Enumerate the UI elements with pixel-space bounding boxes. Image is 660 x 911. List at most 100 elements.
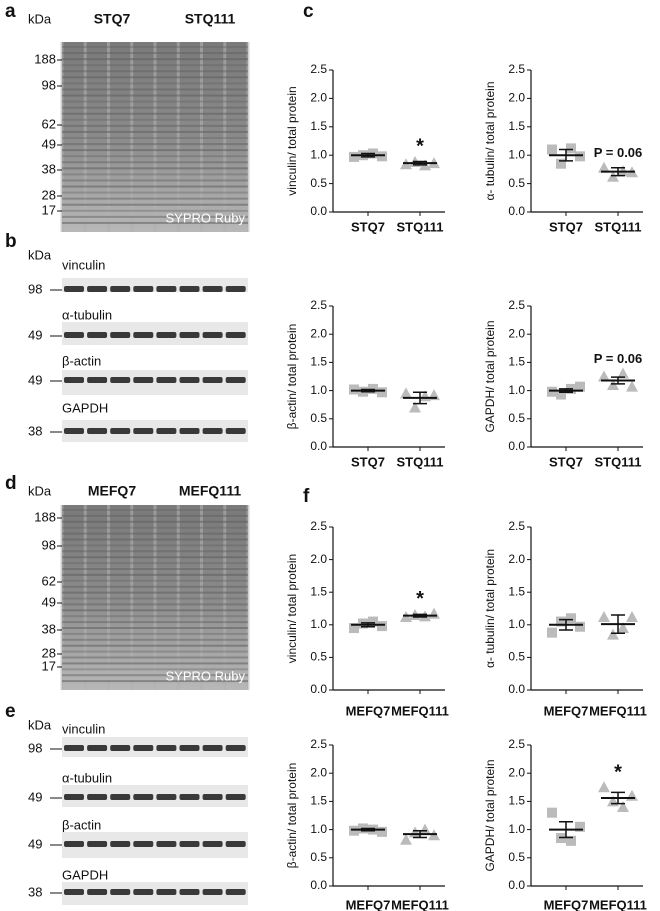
y-tick-label: 2.5: [508, 519, 525, 533]
data-point: [598, 161, 610, 173]
blot-band: [202, 841, 223, 847]
gel-band: [62, 644, 248, 647]
blot-band: [179, 745, 200, 751]
y-tick-label: 0.5: [310, 176, 327, 190]
marker-label: 38: [42, 621, 56, 636]
data-point: [377, 826, 387, 837]
error-bar: [611, 166, 625, 177]
marker-label: 38: [28, 423, 42, 438]
y-axis-label: vinculin/ total protein: [285, 554, 299, 663]
annotation: *: [416, 136, 424, 158]
y-tick-label: 0.0: [310, 439, 327, 453]
gel-band: [62, 185, 248, 188]
marker-label: 38: [28, 884, 42, 899]
lane-gap: [83, 42, 87, 232]
group-label: STQ111: [185, 11, 236, 27]
blot-strip: [62, 737, 248, 757]
blot-band: [87, 286, 108, 292]
x-tick-label: MEFQ111: [589, 897, 647, 911]
gel-band: [62, 46, 248, 48]
y-tick-label: 1.0: [508, 822, 525, 836]
blot-band: [179, 841, 200, 847]
marker-label: 49: [28, 789, 42, 804]
x-tick-label: STQ7: [351, 219, 385, 234]
y-tick-label: 1.0: [310, 822, 327, 836]
lane-gap: [130, 505, 134, 690]
x-tick-label: STQ111: [397, 219, 444, 234]
y-tick-label: 2.0: [310, 326, 327, 340]
gel-band: [62, 82, 248, 85]
y-tick-label: 1.0: [508, 617, 525, 631]
marker-label: 17: [42, 202, 56, 217]
gel-band: [62, 579, 248, 582]
y-tick-label: 0.0: [508, 204, 525, 218]
gel-band: [62, 173, 248, 176]
y-axis-label: β-actin/ total protein: [285, 324, 299, 430]
blot-band: [133, 428, 154, 434]
y-tick-label: 1.5: [310, 119, 327, 133]
error-bar: [361, 622, 375, 628]
x-tick-label: MEFQ7: [346, 897, 391, 911]
gel-band: [62, 137, 248, 139]
y-axis-label: β-actin/ total protein: [285, 763, 299, 869]
y-tick-label: 0.5: [508, 850, 525, 864]
data-point: [400, 833, 412, 845]
protein-label: vinculin: [62, 257, 105, 272]
stain-label: SYPRO Ruby: [166, 668, 246, 683]
gel-band: [62, 155, 248, 158]
blot-band: [64, 794, 84, 800]
blot-band: [202, 745, 223, 751]
data-point: [626, 380, 638, 392]
blot-band: [133, 377, 154, 383]
gel-band: [62, 573, 248, 576]
gel-band: [62, 514, 248, 517]
y-tick-label: 0.5: [310, 411, 327, 425]
panel-label: d: [5, 473, 17, 494]
data-point: [566, 143, 576, 154]
gel-band: [62, 544, 248, 547]
protein-label: GAPDH: [62, 400, 108, 415]
y-tick-label: 2.5: [310, 62, 327, 76]
blot-strip: [62, 278, 248, 292]
y-tick-label: 1.5: [508, 119, 525, 133]
gel-band: [62, 149, 248, 152]
panel-label: c: [303, 1, 314, 22]
blot-band: [133, 794, 154, 800]
y-tick-label: 0.0: [508, 439, 525, 453]
marker-label: 98: [28, 281, 42, 296]
blot-band: [202, 377, 223, 383]
y-tick-label: 1.5: [310, 584, 327, 598]
marker-label: 28: [42, 187, 56, 202]
blot-band: [64, 332, 84, 338]
data-point: [556, 616, 566, 627]
blot-band: [225, 841, 246, 847]
gel-band: [62, 203, 248, 206]
annotation: *: [614, 762, 622, 784]
gel-band: [62, 597, 248, 600]
blot-band: [202, 332, 223, 338]
blot-band: [179, 286, 200, 292]
gel-band: [62, 591, 248, 594]
unit-label: kDa: [28, 483, 52, 498]
marker-label: 188: [34, 509, 56, 524]
blot-strip: [62, 882, 248, 905]
blot-band: [225, 332, 246, 338]
data-point: [575, 821, 585, 832]
gel-band: [62, 638, 248, 641]
y-tick-label: 2.5: [310, 737, 327, 751]
lane-gap: [153, 505, 157, 690]
data-point: [377, 621, 387, 632]
blot-band: [156, 332, 177, 338]
data-point: [349, 825, 359, 836]
blot-band: [225, 889, 246, 895]
lane-gap: [83, 505, 87, 690]
blot-band: [110, 794, 131, 800]
gel-band: [62, 585, 248, 588]
lane-gap: [176, 42, 180, 232]
blot-band: [110, 286, 131, 292]
gel-band: [62, 118, 248, 121]
x-tick-label: MEFQ111: [391, 703, 449, 718]
group-label: MEFQ111: [179, 483, 241, 499]
gel-band: [62, 215, 248, 218]
blot-band: [87, 745, 108, 751]
